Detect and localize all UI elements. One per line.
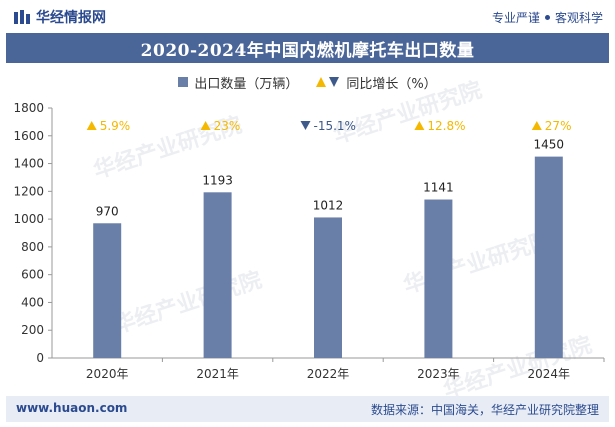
bar: [93, 223, 122, 358]
x-tick-label: 2021年: [196, 367, 239, 381]
growth-up-icon: [200, 121, 211, 130]
y-tick-label: 1800: [13, 101, 44, 115]
dot-icon: [544, 15, 550, 20]
y-tick-label: 1200: [13, 184, 44, 198]
x-tick-label: 2024年: [528, 367, 571, 381]
bar: [314, 217, 342, 358]
legend-label-exports: 出口数量（万辆）: [194, 76, 299, 92]
legend-label-growth: 同比增长（%）: [346, 76, 437, 92]
y-tick-label: 800: [21, 240, 44, 254]
footer: www.huaon.com 数据来源：中国海关，华经产业研究院整理: [6, 396, 609, 422]
chart-title-bar: 2020-2024年中国内燃机摩托车出口数量: [6, 33, 609, 63]
legend-item-exports: 出口数量（万辆）: [178, 73, 298, 92]
y-tick-label: 1400: [13, 157, 44, 171]
bar-chart: 0 200 400 600 800 1000 1200 1400 1600 1800 970 2020…: [13, 101, 605, 381]
y-tick-label: 600: [21, 268, 44, 282]
growth-label: 27%: [545, 119, 572, 133]
growth-up-icon: [531, 121, 542, 130]
brand-name: 华经情报网: [36, 10, 106, 26]
growth-down-icon: [300, 121, 311, 130]
bar-value-label: 1141: [423, 181, 454, 195]
growth-label: -15.1%: [314, 119, 356, 133]
y-tick-label: 1000: [13, 212, 44, 226]
growth-label: 12.8%: [427, 119, 465, 133]
top-bar: 华经情报网 专业严谨 客观科学: [0, 0, 615, 33]
growth-label: 23%: [214, 119, 241, 133]
growth-label: 5.9%: [100, 119, 131, 133]
y-tick-label: 1600: [13, 129, 44, 143]
growth-up-icon: [414, 121, 425, 130]
y-tick-label: 400: [21, 295, 44, 309]
growth-up-icon: [86, 121, 97, 130]
bar-value-label: 970: [96, 204, 119, 218]
bar: [203, 192, 232, 358]
y-tick-label: 0: [36, 351, 44, 365]
slogan: 专业严谨 客观科学: [492, 9, 603, 26]
legend-swatch-bar: [178, 77, 189, 87]
y-tick-label: 200: [21, 323, 44, 337]
footer-source: 数据来源：中国海关，华经产业研究院整理: [370, 403, 599, 417]
logo-icon: [14, 10, 30, 24]
x-tick-label: 2023年: [417, 367, 460, 381]
footer-website: www.huaon.com: [16, 401, 128, 415]
legend: 出口数量（万辆） 同比增长（%）: [0, 72, 615, 92]
bar-value-label: 1193: [202, 173, 233, 187]
slogan-left: 专业严谨: [491, 11, 540, 25]
bar: [534, 156, 563, 358]
legend-triangles-icon: [316, 77, 340, 87]
x-tick-label: 2020年: [86, 367, 129, 381]
bar-value-label: 1450: [534, 138, 565, 152]
bar: [424, 199, 453, 358]
slogan-right: 客观科学: [554, 11, 603, 25]
brand: 华经情报网: [14, 7, 106, 27]
chart-title: 2020-2024年中国内燃机摩托车出口数量: [140, 40, 475, 61]
bar-value-label: 1012: [313, 198, 344, 212]
x-tick-label: 2022年: [307, 367, 350, 381]
legend-item-growth: 同比增长（%）: [316, 73, 437, 92]
